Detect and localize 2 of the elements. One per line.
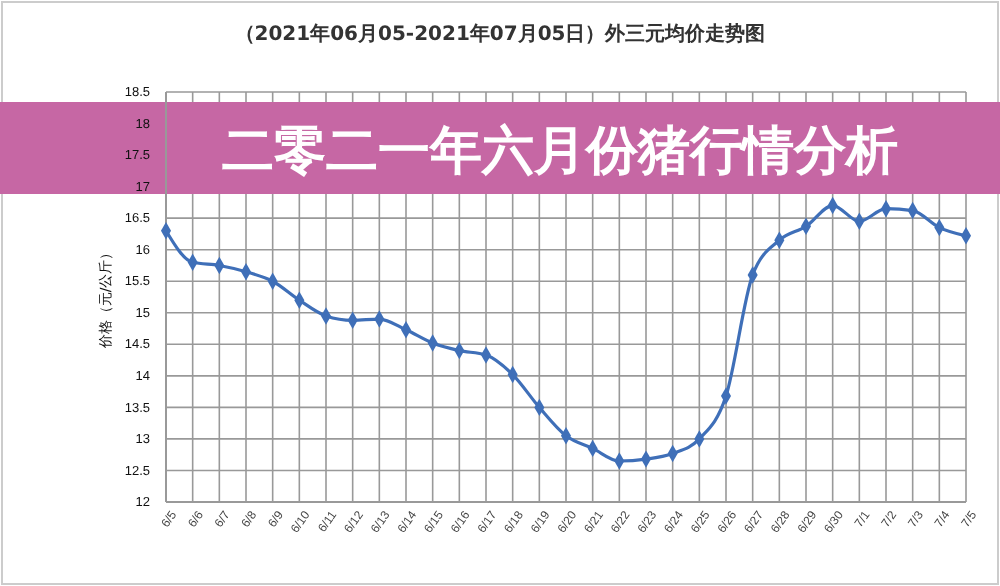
chart-title: （2021年06月05-2021年07月05日）外三元均价走势图 — [234, 22, 766, 46]
annotation: 二零二一年六月份猪行情分析 — [222, 122, 898, 182]
